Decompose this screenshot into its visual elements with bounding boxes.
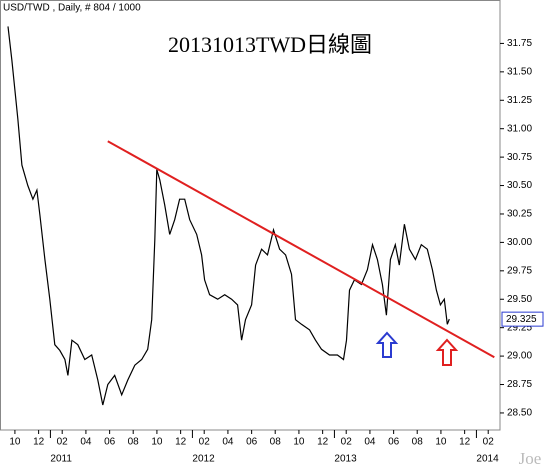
y-tick-label: 30.75	[507, 152, 532, 163]
last-value-box	[501, 311, 544, 327]
blue-arrow	[375, 331, 399, 358]
y-tick-label: 28.50	[507, 408, 532, 419]
y-tick-label: 31.50	[507, 66, 532, 77]
y-tick-label: 31.75	[507, 38, 532, 49]
x-tick-label: 04	[80, 437, 92, 448]
x-tick-label: 02	[483, 437, 495, 448]
x-tick-label: 12	[33, 437, 45, 448]
x-tick-label: 02	[57, 437, 69, 448]
y-tick-label: 29.50	[507, 294, 532, 305]
x-tick-label: 04	[222, 437, 234, 448]
red-arrow	[435, 338, 459, 366]
x-tick-label: 06	[388, 437, 400, 448]
x-tick-label: 04	[364, 437, 376, 448]
y-tick-label: 30.50	[507, 180, 532, 191]
x-tick-label: 10	[151, 437, 163, 448]
x-tick-label: 06	[104, 437, 116, 448]
y-tick-label: 30.00	[507, 237, 532, 248]
last-value-label: 29.325	[506, 314, 537, 325]
x-tick-label: 12	[317, 437, 329, 448]
x-tick-label: 08	[412, 437, 424, 448]
chart-title: 20131013TWD日線圖	[168, 32, 372, 57]
x-tick-label: 08	[270, 437, 282, 448]
x-tick-label: 12	[175, 437, 187, 448]
watermark: Joe	[519, 449, 542, 468]
year-label: 2014	[476, 454, 499, 465]
year-label: 2013	[334, 454, 357, 465]
y-tick-label: 29.00	[507, 351, 532, 362]
x-tick-label: 10	[9, 437, 21, 448]
x-tick-label: 08	[128, 437, 140, 448]
x-tick-label: 10	[435, 437, 447, 448]
y-tick-label: 31.00	[507, 123, 532, 134]
y-tick-label: 31.25	[507, 95, 532, 106]
x-tick-label: 02	[199, 437, 211, 448]
x-tick-label: 10	[293, 437, 305, 448]
y-tick-label: 29.25	[507, 322, 532, 333]
y-tick-label: 29.75	[507, 265, 532, 276]
chart-header: USD/TWD , Daily, # 804 / 1000	[3, 3, 141, 14]
x-tick-label: 02	[341, 437, 353, 448]
plot-frame	[0, 0, 501, 431]
x-tick-label: 06	[246, 437, 258, 448]
trend-line	[107, 140, 495, 359]
price-line	[7, 26, 450, 406]
year-label: 2011	[50, 454, 72, 465]
y-tick-label: 30.25	[507, 209, 532, 220]
y-tick-label: 28.75	[507, 379, 532, 390]
x-tick-label: 12	[459, 437, 471, 448]
year-label: 2012	[192, 454, 215, 465]
